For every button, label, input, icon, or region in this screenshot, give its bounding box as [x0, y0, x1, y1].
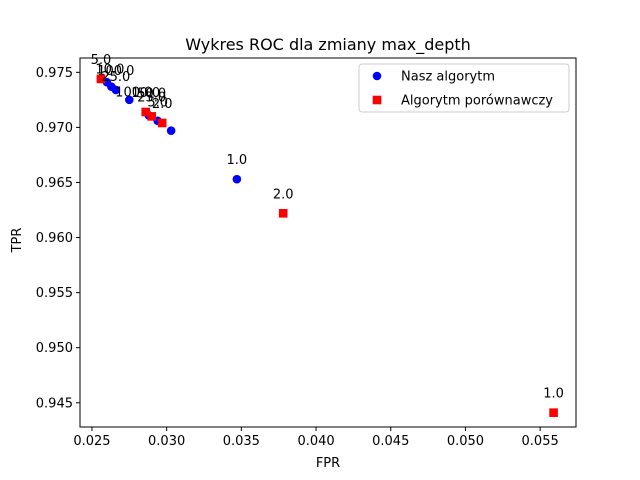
y-tick-label: 0.950: [36, 341, 73, 356]
y-tick-label: 0.945: [36, 396, 73, 411]
data-point-nasz: [232, 174, 242, 184]
x-tick-label: 0.055: [522, 434, 559, 449]
point-annotation: 10.0: [131, 86, 160, 101]
data-point-nasz: [125, 95, 134, 105]
data-point-porownawczy: [147, 112, 157, 121]
point-annotation: 100.0: [115, 86, 152, 101]
x-tick-label: 0.045: [372, 434, 409, 449]
point-annotation: 5.0: [147, 95, 168, 110]
legend-entry: Algorytm porównawczy: [401, 94, 553, 109]
y-axis-label: TPR: [10, 228, 25, 254]
data-point-porownawczy: [278, 209, 288, 218]
point-annotation: 50.0: [137, 87, 166, 102]
axes-frame: [79, 57, 577, 428]
plot-area: 1.0100.01.02.02.025.010.05.010.025.0100.…: [91, 53, 564, 417]
point-annotation: 1.0: [543, 387, 564, 402]
x-tick-label: 0.030: [148, 434, 185, 449]
y-tick-label: 0.960: [36, 231, 73, 246]
point-annotation: 10.0: [95, 62, 124, 77]
point-annotation: 2.0: [152, 97, 173, 112]
point-annotation: 2.0: [273, 187, 294, 202]
y-tick-label: 0.975: [36, 66, 73, 81]
point-annotation: 100.0: [97, 64, 134, 79]
point-annotation: 1.0: [227, 153, 248, 168]
legend: Nasz algorytm Algorytm porównawczy: [358, 63, 570, 113]
axes: 0.025 0.030 0.035 0.040 0.045 0.050 0.055 0.945…: [36, 57, 577, 449]
y-tick-label: 0.955: [36, 286, 73, 301]
y-tick-label: 0.970: [36, 121, 73, 136]
point-annotation: 25.0: [137, 90, 166, 105]
legend-box: [358, 63, 570, 113]
x-tick-label: 0.035: [223, 434, 260, 449]
data-point-porownawczy: [141, 107, 151, 117]
x-tick-label: 0.050: [447, 434, 484, 449]
data-point-porownawczy: [96, 74, 106, 84]
chart-title: Wykres ROC dla zmiany max_depth: [185, 35, 471, 55]
data-point-nasz: [166, 126, 176, 135]
legend-entry: Nasz algorytm: [401, 70, 495, 85]
x-axis-label: FPR: [316, 456, 340, 471]
x-tick-label: 0.025: [73, 434, 110, 449]
point-annotation: 25.0: [101, 70, 130, 85]
data-point-porownawczy: [549, 408, 558, 417]
point-annotation: 5.0: [91, 53, 112, 68]
legend-marker-circle: [372, 71, 382, 81]
data-point-porownawczy: [157, 118, 167, 128]
y-tick-label: 0.965: [36, 176, 73, 191]
x-tick-label: 0.040: [297, 434, 334, 449]
legend-marker-square: [372, 95, 382, 105]
